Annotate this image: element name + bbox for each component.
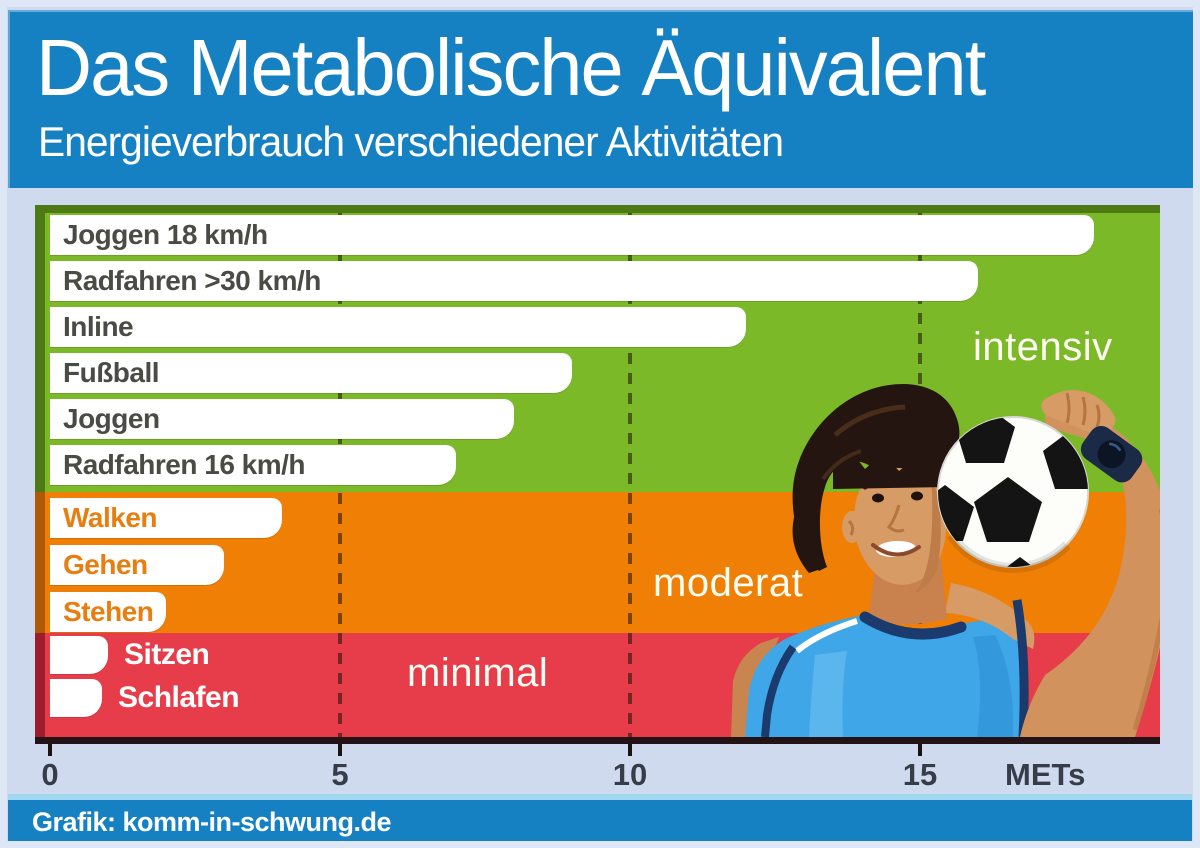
- bar-row: Radfahren 16 km/h: [50, 445, 1160, 485]
- axis-tick: [48, 744, 52, 756]
- bar-label: Joggen 18 km/h: [63, 219, 268, 250]
- bar-label: Radfahren >30 km/h: [63, 265, 321, 296]
- zone-label-intensiv: intensiv: [973, 325, 1113, 369]
- bar: Joggen: [50, 399, 514, 439]
- x-axis-line: [35, 737, 1160, 744]
- bar: Fußball: [50, 353, 572, 393]
- bar-label: Joggen: [63, 403, 160, 434]
- bar-row: Fußball: [50, 353, 1160, 393]
- bar-label: Fußball: [63, 357, 160, 388]
- bar-label: Stehen: [63, 596, 154, 627]
- met-bar-chart: Joggen 18 km/h Radfahren >30 km/h Inline Fu…: [35, 205, 1160, 737]
- zone-label-moderat: moderat: [653, 561, 804, 605]
- zone-minimal-rows: Sitzen Schlafen: [35, 633, 1160, 737]
- x-axis-unit-label: METs: [1005, 757, 1086, 792]
- bar-label: Inline: [63, 311, 134, 342]
- x-axis: 0 5 10 15 METs: [35, 737, 1160, 797]
- bar-row: Gehen: [50, 545, 1160, 585]
- zone-intensiv-rows: Joggen 18 km/h Radfahren >30 km/h Inline Fu…: [35, 205, 1160, 492]
- axis-tick: [918, 744, 922, 756]
- watch-icon: [1080, 425, 1143, 483]
- bar-label: Schlafen: [118, 681, 240, 714]
- header: Das Metabolische Äquivalent Energieverbr…: [8, 10, 1194, 188]
- credit-text: Grafik: komm-in-schwung.de: [32, 807, 392, 837]
- gridline: [628, 213, 632, 737]
- footer: Grafik: komm-in-schwung.de: [8, 794, 1192, 846]
- zone-intensiv: Joggen 18 km/h Radfahren >30 km/h Inline Fu…: [35, 205, 1160, 492]
- bar-row: Inline: [50, 307, 1160, 347]
- bar: [50, 679, 102, 717]
- bar-row: Radfahren >30 km/h: [50, 261, 1160, 301]
- bar-row: Stehen: [50, 592, 1160, 632]
- bar-row: Walken: [50, 498, 1160, 538]
- axis-tick-label: 10: [612, 757, 648, 792]
- page-title: Das Metabolische Äquivalent: [36, 23, 986, 112]
- zone-moderat-rows: Walken Gehen Stehen: [35, 492, 1160, 633]
- axis-tick: [628, 744, 632, 756]
- bar: Radfahren >30 km/h: [50, 261, 978, 301]
- bar-row: Schlafen: [50, 679, 1160, 717]
- bar-label: Radfahren 16 km/h: [63, 449, 306, 480]
- bar-label: Sitzen: [124, 638, 210, 671]
- bar-label: Gehen: [63, 549, 148, 580]
- bar: Stehen: [50, 592, 166, 632]
- axis-tick-label: 15: [902, 757, 938, 792]
- axis-tick-label: 0: [41, 757, 59, 792]
- bar-row: Joggen 18 km/h: [50, 215, 1160, 255]
- bar: Radfahren 16 km/h: [50, 445, 456, 485]
- bar-label: Walken: [63, 502, 158, 533]
- bar: Walken: [50, 498, 282, 538]
- zone-label-minimal: minimal: [407, 651, 549, 695]
- page-subtitle: Energieverbrauch verschiedener Aktivität…: [38, 118, 784, 165]
- bar-row: Sitzen: [50, 636, 1160, 674]
- bar: Gehen: [50, 545, 224, 585]
- boy-with-soccer-ball-illustration: [731, 383, 1160, 737]
- bar: Inline: [50, 307, 746, 347]
- bar: Joggen 18 km/h: [50, 215, 1094, 255]
- axis-tick-label: 5: [331, 757, 349, 792]
- bar-row: Joggen: [50, 399, 1160, 439]
- axis-tick: [338, 744, 342, 756]
- bar: [50, 636, 108, 674]
